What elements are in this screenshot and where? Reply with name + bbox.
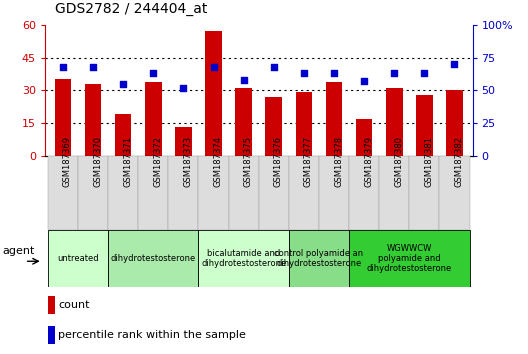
Text: dihydrotestosterone: dihydrotestosterone (111, 254, 196, 263)
Bar (229, 156, 259, 230)
Bar (289, 230, 349, 287)
Text: GSM187369: GSM187369 (63, 136, 72, 187)
Bar (379, 156, 409, 230)
Text: untreated: untreated (57, 254, 99, 263)
Text: control polyamide an
dihydrotestosterone: control polyamide an dihydrotestosterone (275, 249, 363, 268)
Bar (85, 84, 101, 156)
Bar (48, 230, 108, 287)
Bar (199, 230, 289, 287)
Text: bicalutamide and
dihydrotestosterone: bicalutamide and dihydrotestosterone (201, 249, 286, 268)
Bar (296, 92, 312, 156)
Bar (319, 156, 349, 230)
Bar (108, 230, 199, 287)
Text: GSM187372: GSM187372 (153, 136, 162, 187)
Text: WGWWCW
polyamide and
dihydrotestosterone: WGWWCW polyamide and dihydrotestosterone (366, 244, 452, 273)
Text: GDS2782 / 244404_at: GDS2782 / 244404_at (55, 2, 208, 16)
Bar (108, 156, 138, 230)
Point (59, 64, 67, 69)
Text: GSM187379: GSM187379 (364, 136, 373, 187)
Text: GSM187377: GSM187377 (304, 136, 313, 187)
Bar (289, 156, 319, 230)
Point (149, 70, 157, 76)
Point (390, 70, 399, 76)
Point (270, 64, 278, 69)
Point (119, 81, 127, 86)
Text: GSM187382: GSM187382 (455, 136, 464, 187)
Text: GSM187374: GSM187374 (213, 136, 222, 187)
Bar (205, 31, 222, 156)
Bar (356, 119, 372, 156)
Text: GSM187373: GSM187373 (183, 136, 192, 187)
Text: GSM187376: GSM187376 (274, 136, 283, 187)
Bar (409, 156, 439, 230)
Point (209, 64, 218, 69)
Bar (55, 79, 71, 156)
Bar (386, 88, 402, 156)
Point (330, 70, 338, 76)
Point (239, 77, 248, 82)
Bar (416, 95, 432, 156)
Text: agent: agent (3, 246, 35, 256)
Bar (235, 88, 252, 156)
Text: GSM187378: GSM187378 (334, 136, 343, 187)
Bar (48, 156, 78, 230)
Text: GSM187380: GSM187380 (394, 136, 403, 187)
Point (300, 70, 308, 76)
Point (420, 70, 429, 76)
Text: percentile rank within the sample: percentile rank within the sample (59, 330, 246, 340)
Bar (48, 296, 55, 314)
Bar (48, 326, 55, 344)
Point (450, 61, 459, 67)
Text: GSM187381: GSM187381 (425, 136, 433, 187)
Bar (78, 156, 108, 230)
Bar (259, 156, 289, 230)
Bar (175, 127, 192, 156)
Point (89, 64, 97, 69)
Bar (349, 156, 379, 230)
Bar (199, 156, 229, 230)
Bar (326, 81, 342, 156)
Bar (138, 156, 168, 230)
Text: GSM187371: GSM187371 (123, 136, 132, 187)
Bar (439, 156, 469, 230)
Bar (168, 156, 199, 230)
Bar (145, 81, 162, 156)
Bar (266, 97, 282, 156)
Text: GSM187375: GSM187375 (243, 136, 253, 187)
Bar (349, 230, 469, 287)
Bar (115, 114, 131, 156)
Bar (446, 90, 463, 156)
Text: GSM187370: GSM187370 (93, 136, 102, 187)
Point (360, 78, 369, 84)
Point (179, 85, 187, 91)
Text: count: count (59, 300, 90, 310)
